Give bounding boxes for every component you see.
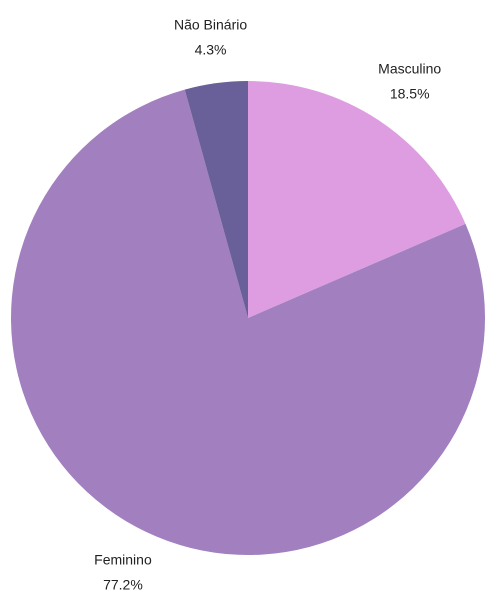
slice-value-label: 18.5% [390, 86, 430, 102]
slice-value-label: 77.2% [103, 577, 143, 593]
slice-value-label: 4.3% [195, 42, 227, 58]
pie-slice [10, 89, 485, 555]
slice-label: Masculino [378, 61, 441, 77]
pie-slice [184, 81, 248, 318]
slice-label: Não Binário [174, 17, 247, 33]
pie-slice [248, 81, 466, 318]
slice-label: Feminino [94, 552, 152, 568]
